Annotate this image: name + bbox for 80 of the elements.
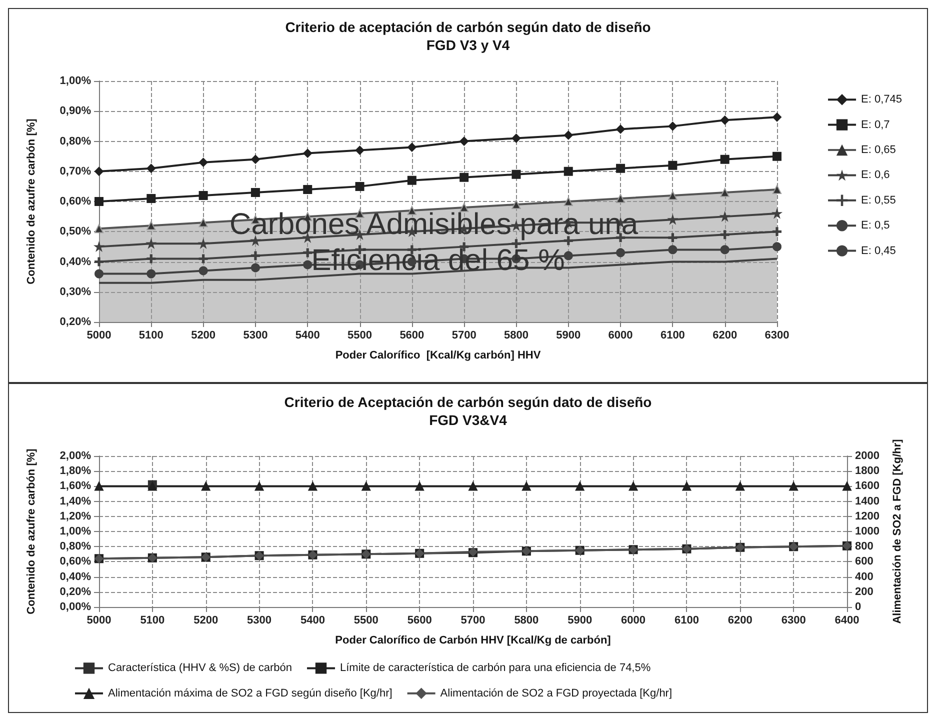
y-tick-label: 0,80%: [60, 540, 92, 553]
y2-tick-label: 1000: [855, 526, 880, 538]
y-tick-label: 0,50%: [60, 226, 92, 238]
y2-tick-label: 600: [855, 556, 874, 568]
y-tick-label: 0,60%: [60, 556, 92, 568]
x-tick-label: 6000: [621, 614, 646, 626]
legend-label: Alimentación de SO2 a FGD proyectada [Kg/hr]: [440, 687, 672, 700]
y-tick-label: 0,30%: [60, 286, 92, 298]
x-tick-label: 5200: [194, 614, 218, 626]
x-tick-label: 5100: [140, 614, 165, 626]
x-tick-label: 6200: [728, 614, 752, 626]
y-tick-label: 1,20%: [60, 510, 92, 522]
y2-tick-label: 1400: [855, 495, 880, 508]
x-tick-label: 5600: [400, 330, 424, 342]
x-tick-label: 5400: [300, 614, 325, 626]
legend-label: E: 0,5: [861, 220, 890, 232]
y-tick-label: 0,40%: [60, 256, 92, 268]
y-axis-title: Contenido de azufre carbón [%]: [26, 448, 38, 614]
y-tick-label: 0,90%: [60, 105, 92, 118]
y2-tick-label: 1200: [855, 510, 880, 522]
y2-tick-label: 1600: [855, 480, 880, 492]
x-tick-label: 5800: [514, 614, 539, 626]
legend-label: Alimentación máxima de SO2 a FGD según diseño [Kg/hr]: [108, 687, 392, 700]
x-tick-label: 6100: [660, 330, 685, 342]
x-tick-label: 6100: [674, 614, 699, 626]
legend-label: E: 0,6: [861, 169, 890, 182]
y-tick-label: 0,20%: [60, 586, 92, 598]
x-tick-label: 6000: [608, 330, 633, 342]
y-tick-label: 0,70%: [60, 165, 92, 178]
y-tick-label: 1,00%: [60, 75, 92, 87]
x-tick-label: 5200: [191, 330, 216, 342]
legend-label: E: 0,745: [861, 94, 902, 106]
x-tick-label: 5300: [243, 330, 268, 342]
x-tick-label: 5000: [86, 330, 112, 342]
y-tick-label: 1,80%: [60, 465, 92, 478]
y-tick-label: 0,60%: [60, 196, 92, 208]
y-tick-label: 0,80%: [60, 135, 92, 148]
y-tick-label: 0,00%: [60, 601, 92, 613]
x-tick-label: 5400: [295, 330, 320, 342]
chart-title: Criterio de aceptación de carbón según dato de diseño: [285, 19, 651, 35]
y2-tick-label: 0: [855, 601, 862, 613]
y2-tick-label: 800: [855, 540, 874, 553]
y-tick-label: 2,00%: [60, 450, 92, 462]
y-tick-label: 1,60%: [60, 480, 92, 492]
y-tick-label: 1,40%: [60, 495, 92, 508]
legend-label: Característica (HHV & %S) de carbón: [108, 662, 292, 674]
x-tick-label: 5300: [247, 614, 272, 626]
y2-tick-label: 200: [855, 586, 874, 598]
y-tick-label: 0,20%: [60, 316, 92, 328]
x-axis-title: Poder Calorífico [Kcal/Kg carbón] HHV: [335, 350, 542, 362]
x-tick-label: 5900: [568, 614, 592, 626]
y-axis-title: Contenido de azufre carbón [%]: [26, 118, 38, 284]
chart-subtitle: FGD V3&V4: [429, 412, 508, 428]
x-tick-label: 5600: [407, 614, 432, 626]
x-tick-label: 5900: [556, 330, 581, 342]
legend-label: E: 0,55: [861, 194, 896, 206]
x-tick-label: 6300: [764, 330, 790, 342]
x-axis-title: Poder Calorífico de Carbón HHV [Kcal/Kg de carbón]: [335, 634, 612, 646]
x-tick-label: 5800: [504, 330, 528, 342]
y-tick-label: 1,00%: [60, 526, 92, 538]
chart-title: Criterio de Aceptación de carbón según dato de diseño: [284, 394, 652, 410]
x-tick-label: 6300: [781, 614, 806, 626]
y2-tick-label: 2000: [855, 450, 880, 462]
x-tick-label: 5100: [138, 330, 164, 342]
legend-label: E: 0,7: [861, 118, 890, 131]
y-tick-label: 0,40%: [60, 570, 92, 583]
x-tick-label: 5500: [354, 614, 378, 626]
y2-tick-label: 400: [855, 570, 874, 583]
x-tick-label: 5500: [348, 330, 372, 342]
legend-label: E: 0,45: [861, 244, 896, 257]
x-tick-label: 6200: [712, 330, 738, 342]
legend-label: E: 0,65: [861, 144, 896, 156]
chart-subtitle: FGD V3 y V4: [426, 37, 510, 53]
y2-tick-label: 1800: [855, 465, 880, 478]
x-tick-label: 5700: [460, 614, 486, 626]
legend-label: Límite de característica de carbón para una eficiencia de 74,5%: [340, 662, 651, 674]
y2-axis-title: Alimentación de SO2 a FGD [Kg/hr]: [892, 438, 904, 624]
x-tick-label: 6400: [834, 614, 860, 626]
x-tick-label: 5000: [86, 614, 112, 626]
x-tick-label: 5700: [452, 330, 476, 342]
